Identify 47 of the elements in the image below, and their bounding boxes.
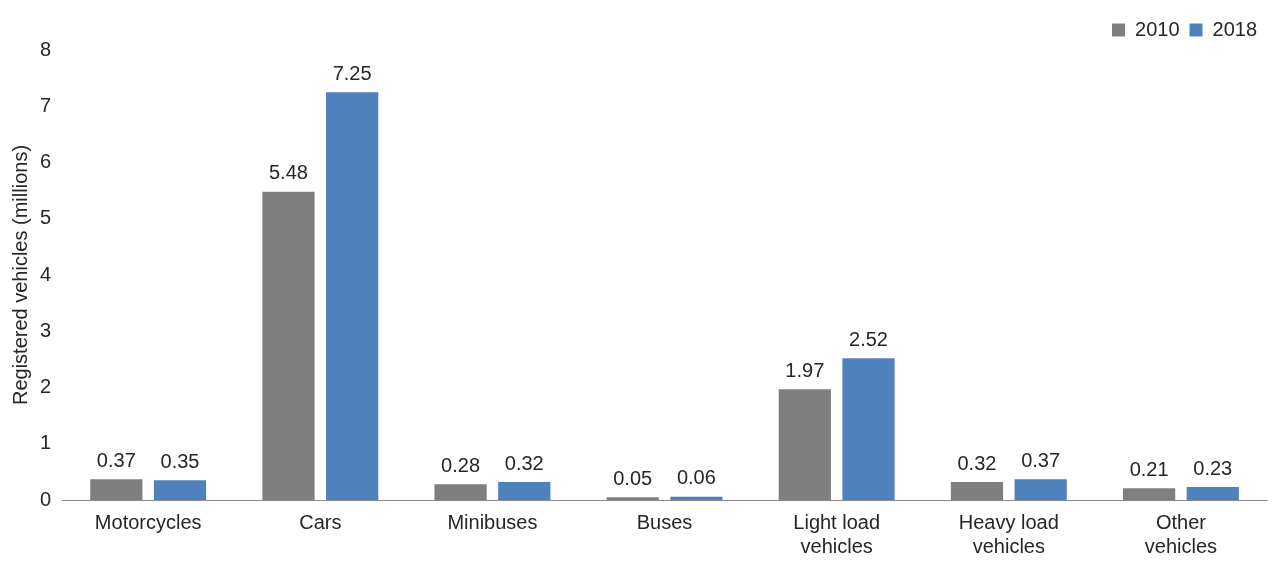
x-tick-label: Heavy load vehicles bbox=[958, 510, 1059, 557]
legend-label: 2010 bbox=[1135, 17, 1180, 40]
y-tick-label: 1 bbox=[40, 431, 52, 454]
y-tick-label: 3 bbox=[40, 318, 52, 341]
x-tick-label: Buses bbox=[636, 510, 693, 533]
bar bbox=[326, 92, 379, 500]
data-label: 0.35 bbox=[160, 449, 200, 472]
y-tick-label: 0 bbox=[40, 487, 52, 510]
data-label: 0.23 bbox=[1193, 456, 1233, 479]
y-tick-label: 8 bbox=[40, 37, 52, 60]
x-tick-label: Motorcycles bbox=[94, 510, 202, 533]
x-tick-label: Other vehicles bbox=[1144, 510, 1218, 557]
bar bbox=[842, 358, 895, 500]
data-label: 0.21 bbox=[1129, 457, 1169, 480]
bar bbox=[1014, 479, 1067, 500]
data-label: 0.37 bbox=[1021, 448, 1061, 471]
y-tick-label: 5 bbox=[40, 206, 52, 229]
bar bbox=[606, 497, 659, 500]
bar bbox=[90, 479, 143, 500]
data-label: 1.97 bbox=[785, 358, 825, 381]
data-label: 0.05 bbox=[613, 466, 653, 489]
y-tick-label: 2 bbox=[40, 375, 52, 398]
y-tick-label: 7 bbox=[40, 93, 52, 116]
data-label: 7.25 bbox=[332, 61, 372, 84]
bar bbox=[262, 191, 315, 500]
data-label: 2.52 bbox=[849, 327, 888, 350]
x-tick-label: Minibuses bbox=[447, 510, 538, 533]
bar bbox=[434, 484, 487, 500]
data-label: 0.28 bbox=[441, 453, 481, 476]
bar bbox=[778, 389, 831, 500]
bar bbox=[153, 480, 207, 500]
bar bbox=[1122, 488, 1176, 500]
y-tick-label: 6 bbox=[40, 150, 52, 173]
bar bbox=[1186, 487, 1239, 500]
legend-label: 2018 bbox=[1212, 17, 1258, 40]
bar bbox=[498, 482, 551, 500]
data-label: 0.32 bbox=[504, 451, 544, 474]
data-label: 0.32 bbox=[957, 451, 997, 474]
data-label: 0.37 bbox=[96, 448, 136, 471]
y-tick-label: 4 bbox=[40, 262, 52, 285]
x-tick-label: Cars bbox=[299, 510, 342, 533]
bar bbox=[670, 496, 723, 500]
data-label: 5.48 bbox=[269, 161, 308, 184]
y-axis-title: Registered vehicles (millions) bbox=[8, 144, 31, 406]
data-label: 0.06 bbox=[676, 466, 716, 489]
x-tick-label: Light load vehicles bbox=[793, 510, 881, 557]
bar bbox=[950, 482, 1004, 500]
